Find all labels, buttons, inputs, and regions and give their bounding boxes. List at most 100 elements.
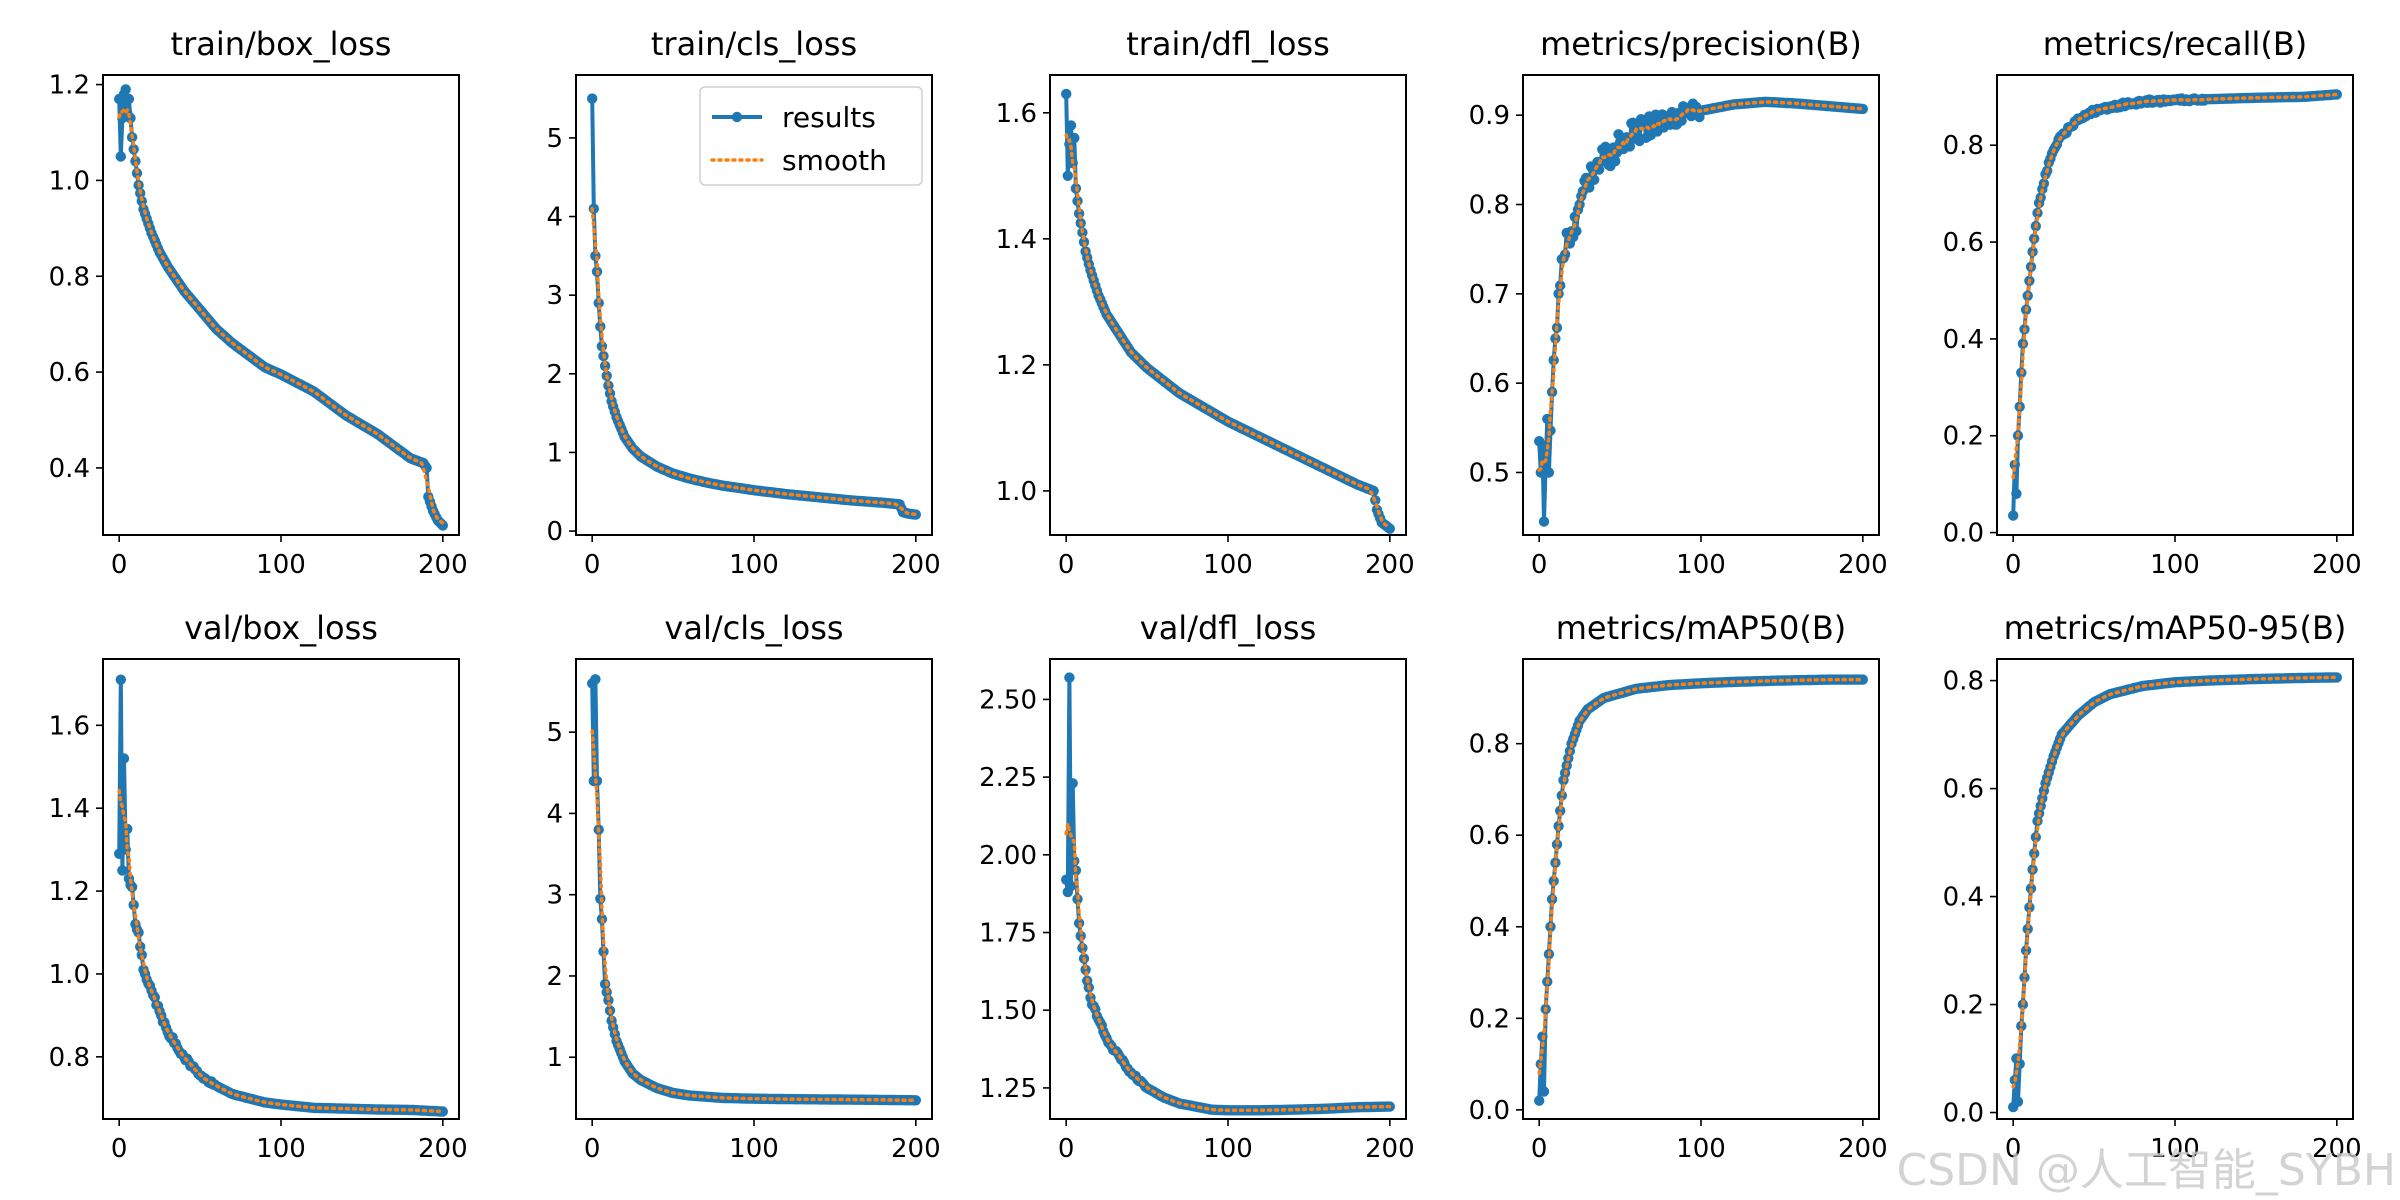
- x-tick-label: 200: [891, 550, 941, 580]
- subplot: train/dfl_loss 0 100 200 1.0 1.2 1.4 1.6: [996, 25, 1415, 580]
- smooth-line: [1064, 133, 1392, 529]
- y-tick-label: 1.75: [979, 919, 1037, 949]
- y-tick-label: 1.6: [49, 711, 90, 741]
- smooth-line: [1537, 100, 1865, 472]
- subplot-title: train/cls_loss: [651, 25, 857, 63]
- subplot-title: val/dfl_loss: [1140, 609, 1317, 647]
- y-tick-label: 0.4: [1943, 883, 1984, 913]
- subplot-title: train/dfl_loss: [1126, 25, 1330, 63]
- y-tick-label: 1: [546, 1043, 563, 1073]
- data-point: [1550, 333, 1561, 344]
- y-tick-label: 0.4: [1469, 913, 1510, 943]
- y-tick-label: 0.2: [1943, 991, 1984, 1021]
- legend-results-label: results: [782, 101, 876, 134]
- data-point: [115, 674, 127, 685]
- data-point: [120, 84, 131, 95]
- x-tick-label: 0: [1531, 550, 1548, 580]
- x-tick-label: 0: [584, 1134, 601, 1164]
- data-point: [2012, 1096, 2024, 1107]
- y-tick-label: 1.6: [996, 99, 1037, 129]
- x-tick-label: 100: [729, 550, 779, 580]
- x-tick-label: 100: [2150, 1134, 2200, 1164]
- subplot-title: val/box_loss: [184, 609, 378, 647]
- data-point: [135, 941, 146, 952]
- x-tick-label: 200: [418, 550, 468, 580]
- x-tick-label: 200: [1365, 1134, 1415, 1164]
- legend-smooth-label: smooth: [782, 144, 887, 177]
- data-point: [1571, 225, 1582, 237]
- data-point: [1631, 127, 1642, 139]
- data-point: [1589, 174, 1600, 185]
- axes-frame: [1522, 74, 1880, 536]
- results-line: [1064, 93, 1392, 531]
- data-point: [603, 995, 614, 1006]
- y-tick-label: 1: [546, 438, 563, 468]
- data-point: [1857, 674, 1869, 685]
- x-tick-label: 200: [2312, 550, 2362, 580]
- data-point: [1062, 170, 1074, 181]
- results-line: [2011, 92, 2338, 516]
- subplot: val/cls_loss 0 100 200 1 2 3 4 5: [546, 609, 940, 1164]
- x-tick-label: 100: [2150, 550, 2200, 580]
- data-point: [1548, 875, 1559, 887]
- results-line: [590, 677, 917, 1103]
- y-tick-label: 2.25: [979, 763, 1037, 793]
- axes-frame: [102, 658, 460, 1120]
- x-tick-label: 200: [891, 1134, 941, 1164]
- data-point: [1065, 120, 1077, 131]
- x-tick-label: 100: [1203, 550, 1253, 580]
- data-point: [1538, 516, 1550, 527]
- x-tick-label: 0: [1531, 1134, 1548, 1164]
- x-tick-label: 100: [256, 550, 306, 580]
- data-point: [2008, 510, 2019, 521]
- x-tick-label: 200: [1838, 1134, 1888, 1164]
- data-point: [1069, 132, 1080, 144]
- results-line: [1537, 677, 1864, 1101]
- subplot-title: metrics/mAP50-95(B): [2004, 609, 2347, 647]
- y-tick-label: 2.00: [979, 841, 1037, 871]
- y-tick-label: 0.8: [1469, 191, 1510, 221]
- subplot: train/cls_loss 0 100 200 0 1 2 3 4 5 results smooth: [546, 25, 940, 580]
- x-tick-label: 0: [2005, 1134, 2022, 1164]
- axes-frame: [575, 658, 933, 1120]
- data-point: [1534, 1095, 1545, 1106]
- data-point: [590, 674, 601, 685]
- axes-frame: [1996, 658, 2354, 1120]
- y-tick-label: 1.50: [979, 996, 1037, 1026]
- data-point: [1067, 778, 1078, 789]
- y-tick-label: 0.9: [1469, 101, 1510, 131]
- y-tick-label: 4: [546, 799, 563, 829]
- y-tick-label: 0: [546, 517, 563, 547]
- y-tick-label: 1.2: [996, 351, 1037, 381]
- smooth-line: [590, 729, 918, 1103]
- data-point: [1537, 440, 1548, 451]
- y-tick-label: 0.6: [1469, 369, 1510, 399]
- data-point: [2019, 972, 2030, 983]
- y-tick-label: 0.8: [49, 1043, 90, 1073]
- y-tick-label: 1.2: [49, 71, 90, 101]
- y-tick-label: 0.7: [1469, 280, 1510, 310]
- x-tick-label: 100: [1203, 1134, 1253, 1164]
- data-point: [599, 360, 611, 372]
- data-point: [2011, 488, 2022, 499]
- data-point: [1555, 805, 1566, 816]
- x-tick-label: 200: [1838, 550, 1888, 580]
- y-tick-label: 2: [546, 360, 563, 390]
- y-tick-label: 1.0: [49, 960, 90, 990]
- data-point: [587, 93, 598, 104]
- y-tick-label: 1.4: [996, 225, 1037, 255]
- subplot-title: metrics/mAP50(B): [1556, 609, 1847, 647]
- x-tick-label: 0: [584, 550, 601, 580]
- subplot: metrics/mAP50(B) 0 100 200 0.0 0.2 0.4 0.6 0.8: [1469, 609, 1888, 1164]
- x-tick-label: 100: [1676, 550, 1726, 580]
- x-tick-label: 0: [1058, 550, 1075, 580]
- y-tick-label: 0.0: [1943, 1099, 1984, 1129]
- subplot: val/box_loss 0 100 200 0.8 1.0 1.2 1.4 1.6: [49, 609, 468, 1164]
- y-tick-label: 2: [546, 962, 563, 992]
- y-tick-label: 5: [546, 718, 563, 748]
- y-tick-label: 0.8: [1943, 131, 1984, 161]
- data-point: [2020, 945, 2032, 956]
- results-line: [117, 677, 444, 1114]
- y-tick-label: 0.5: [1469, 458, 1510, 488]
- data-point: [1543, 467, 1555, 478]
